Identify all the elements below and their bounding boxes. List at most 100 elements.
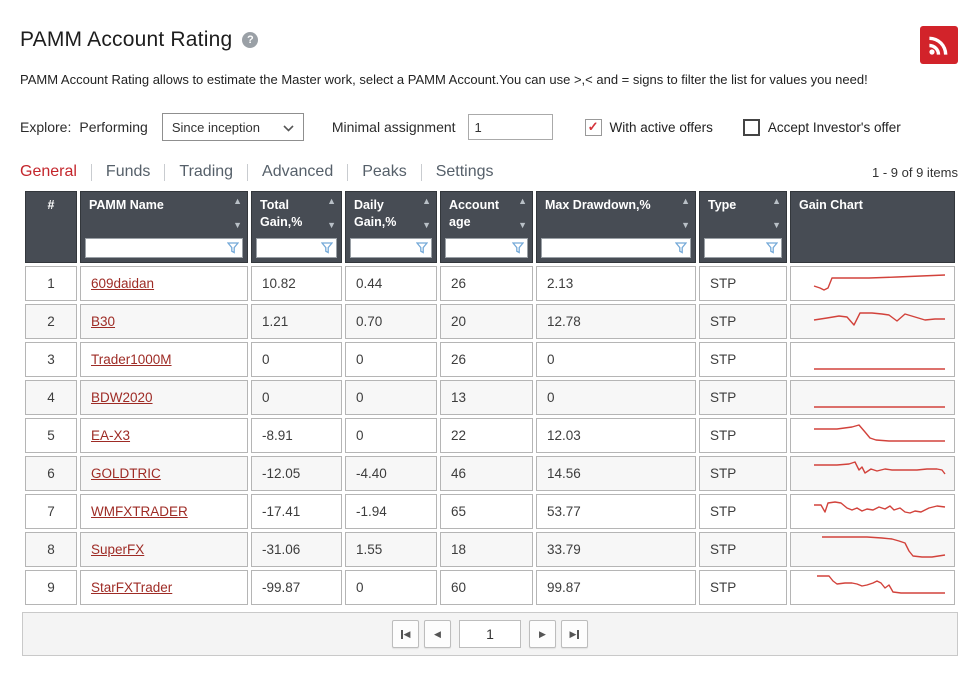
cell-daily-gain: 0 xyxy=(345,380,437,415)
cell-max-drawdown: 2.13 xyxy=(536,266,696,301)
pamm-link[interactable]: SuperFX xyxy=(91,542,145,557)
tab-separator xyxy=(247,163,249,181)
sort-desc-icon[interactable]: ▼ xyxy=(518,220,527,230)
minimal-assignment-label: Minimal assignment xyxy=(331,119,456,135)
cell-pamm-name: B30 xyxy=(80,304,248,339)
arrow-right-icon: ▶ xyxy=(569,628,577,639)
accept-investor-offer-checkbox[interactable]: ✓ Accept Investor's offer xyxy=(742,118,901,136)
cell-pamm-name: BDW2020 xyxy=(80,380,248,415)
column-header-index: # xyxy=(25,191,77,263)
table-row: 5 EA-X3 -8.91 0 22 12.03 STP xyxy=(25,418,955,453)
cell-index: 1 xyxy=(25,266,77,301)
pamm-link[interactable]: Trader1000M xyxy=(91,352,172,367)
tab-peaks[interactable]: Peaks xyxy=(362,163,407,180)
column-header-type[interactable]: Type ▲ ▼ xyxy=(699,191,787,263)
cell-total-gain: -17.41 xyxy=(251,494,342,529)
column-header-account_age[interactable]: Account age ▲ ▼ xyxy=(440,191,533,263)
filter-input-name[interactable] xyxy=(85,238,243,258)
sort-asc-icon[interactable]: ▲ xyxy=(422,196,431,206)
sort-asc-icon[interactable]: ▲ xyxy=(233,196,242,206)
pamm-link[interactable]: B30 xyxy=(91,314,116,329)
column-label: Max Drawdown,% xyxy=(545,198,651,212)
column-header-total_gain[interactable]: Total Gain,% ▲ ▼ xyxy=(251,191,342,263)
sort-desc-icon[interactable]: ▼ xyxy=(233,220,242,230)
column-header-daily_gain[interactable]: Daily Gain,% ▲ ▼ xyxy=(345,191,437,263)
column-label: # xyxy=(47,198,55,212)
filter-icon[interactable] xyxy=(766,242,778,254)
minimal-assignment-input[interactable] xyxy=(467,114,553,140)
next-page-button[interactable]: ▶ xyxy=(529,620,556,648)
pamm-link[interactable]: StarFXTrader xyxy=(91,580,173,595)
filter-input-max_drawdown[interactable] xyxy=(541,238,691,258)
tab-separator xyxy=(347,163,349,181)
tab-settings[interactable]: Settings xyxy=(435,163,494,180)
sort-arrows: ▲ ▼ xyxy=(422,197,431,230)
filter-icon[interactable] xyxy=(227,242,239,254)
column-header-name[interactable]: PAMM Name ▲ ▼ xyxy=(80,191,248,263)
rss-icon[interactable] xyxy=(920,26,958,64)
filter-input-total_gain[interactable] xyxy=(256,238,337,258)
sort-desc-icon[interactable]: ▼ xyxy=(422,220,431,230)
sort-desc-icon[interactable]: ▼ xyxy=(772,220,781,230)
table-row: 6 GOLDTRIC -12.05 -4.40 46 14.56 STP xyxy=(25,456,955,491)
cell-total-gain: 10.82 xyxy=(251,266,342,301)
sort-asc-icon[interactable]: ▲ xyxy=(327,196,336,206)
prev-page-button[interactable]: ◀ xyxy=(424,620,451,648)
gain-sparkline xyxy=(813,274,946,291)
cell-total-gain: -31.06 xyxy=(251,532,342,567)
gain-sparkline xyxy=(813,312,945,326)
sort-arrows: ▲ ▼ xyxy=(518,197,527,230)
period-select[interactable]: Since inception xyxy=(161,113,304,141)
cell-type: STP xyxy=(699,266,787,301)
cell-type: STP xyxy=(699,418,787,453)
tab-general[interactable]: General xyxy=(20,163,77,180)
pamm-link[interactable]: WMFXTRADER xyxy=(91,504,188,519)
help-icon[interactable]: ? xyxy=(242,32,259,48)
pamm-link[interactable]: BDW2020 xyxy=(91,390,153,405)
sort-asc-icon[interactable]: ▲ xyxy=(772,196,781,206)
sort-asc-icon[interactable]: ▲ xyxy=(681,196,690,206)
filter-icon[interactable] xyxy=(512,242,524,254)
cell-type: STP xyxy=(699,342,787,377)
filter-input-account_age[interactable] xyxy=(445,238,528,258)
table-row: 3 Trader1000M 0 0 26 0 STP xyxy=(25,342,955,377)
checkbox-icon[interactable]: ✓ xyxy=(584,118,602,136)
tab-funds[interactable]: Funds xyxy=(105,163,151,180)
cell-pamm-name: SuperFX xyxy=(80,532,248,567)
filter-icon[interactable] xyxy=(321,242,333,254)
cell-max-drawdown: 12.78 xyxy=(536,304,696,339)
cell-account-age: 60 xyxy=(440,570,533,605)
column-header-max_drawdown[interactable]: Max Drawdown,% ▲ ▼ xyxy=(536,191,696,263)
first-page-button[interactable]: ◀ xyxy=(392,620,419,648)
cell-gain-chart xyxy=(790,266,955,301)
with-active-offers-checkbox[interactable]: ✓ With active offers xyxy=(584,118,713,136)
last-page-button[interactable]: ▶ xyxy=(561,620,588,648)
filter-input-daily_gain[interactable] xyxy=(350,238,432,258)
sort-arrows: ▲ ▼ xyxy=(233,197,242,230)
cell-account-age: 13 xyxy=(440,380,533,415)
cell-index: 6 xyxy=(25,456,77,491)
pamm-link[interactable]: GOLDTRIC xyxy=(91,466,161,481)
sort-asc-icon[interactable]: ▲ xyxy=(518,196,527,206)
table-row: 4 BDW2020 0 0 13 0 STP xyxy=(25,380,955,415)
sort-desc-icon[interactable]: ▼ xyxy=(681,220,690,230)
pamm-link[interactable]: 609daidan xyxy=(91,276,155,291)
tab-advanced[interactable]: Advanced xyxy=(262,163,334,180)
cell-daily-gain: 0 xyxy=(345,570,437,605)
checkbox-icon[interactable]: ✓ xyxy=(742,118,760,136)
cell-gain-chart xyxy=(790,418,955,453)
cell-daily-gain: -1.94 xyxy=(345,494,437,529)
cell-pamm-name: Trader1000M xyxy=(80,342,248,377)
filter-input-type[interactable] xyxy=(704,238,782,258)
chevron-down-icon xyxy=(283,120,294,135)
gain-sparkline xyxy=(822,536,946,558)
pamm-link[interactable]: EA-X3 xyxy=(91,428,131,443)
page-number-input[interactable] xyxy=(459,620,521,648)
cell-gain-chart xyxy=(790,494,955,529)
filter-icon[interactable] xyxy=(416,242,428,254)
cell-account-age: 20 xyxy=(440,304,533,339)
column-label: Daily Gain,% xyxy=(354,198,397,229)
sort-desc-icon[interactable]: ▼ xyxy=(327,220,336,230)
filter-icon[interactable] xyxy=(675,242,687,254)
tab-trading[interactable]: Trading xyxy=(179,163,234,180)
